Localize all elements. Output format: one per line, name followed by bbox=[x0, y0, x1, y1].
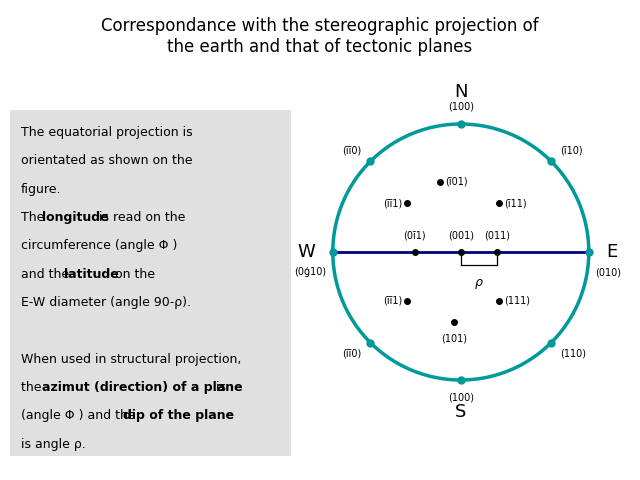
Text: (angle Φ ) and the: (angle Φ ) and the bbox=[21, 409, 140, 422]
Text: The equatorial projection is: The equatorial projection is bbox=[21, 126, 193, 139]
Text: longitude: longitude bbox=[42, 211, 109, 224]
Text: orientated as shown on the: orientated as shown on the bbox=[21, 154, 193, 168]
Text: is: is bbox=[212, 381, 226, 394]
Text: ρ: ρ bbox=[475, 276, 483, 289]
Text: (īī0): (īī0) bbox=[342, 349, 362, 359]
Text: Correspondance with the stereographic projection of: Correspondance with the stereographic pr… bbox=[101, 17, 539, 35]
Text: (101): (101) bbox=[442, 334, 467, 344]
Text: (001): (001) bbox=[448, 230, 474, 240]
Text: (ī01): (ī01) bbox=[445, 177, 468, 187]
Text: (ī11): (ī11) bbox=[504, 198, 527, 208]
Text: (110): (110) bbox=[560, 349, 586, 359]
Text: W: W bbox=[297, 243, 315, 261]
Text: is angle ρ.: is angle ρ. bbox=[21, 438, 86, 451]
Text: the: the bbox=[21, 381, 45, 394]
Text: the earth and that of tectonic planes: the earth and that of tectonic planes bbox=[168, 38, 472, 56]
Text: circumference (angle Φ ): circumference (angle Φ ) bbox=[21, 240, 177, 252]
Text: E: E bbox=[607, 243, 618, 261]
Text: (0ģ10): (0ģ10) bbox=[294, 267, 326, 277]
FancyBboxPatch shape bbox=[10, 110, 291, 456]
Text: (010): (010) bbox=[595, 267, 621, 277]
Text: on the: on the bbox=[111, 268, 155, 281]
Text: When used in structural projection,: When used in structural projection, bbox=[21, 353, 241, 366]
Text: dip of the plane: dip of the plane bbox=[124, 409, 235, 422]
Text: (ī10): (ī10) bbox=[560, 145, 583, 155]
Text: (111): (111) bbox=[504, 296, 531, 306]
Text: S: S bbox=[455, 403, 467, 421]
Text: The: The bbox=[21, 211, 48, 224]
Text: (100): (100) bbox=[448, 101, 474, 111]
Text: (100): (100) bbox=[448, 393, 474, 403]
Text: (0ī1): (0ī1) bbox=[403, 230, 426, 240]
Text: N: N bbox=[454, 83, 468, 101]
Text: (īī1): (īī1) bbox=[383, 198, 402, 208]
Text: and the: and the bbox=[21, 268, 73, 281]
Text: latitude: latitude bbox=[64, 268, 119, 281]
Text: figure.: figure. bbox=[21, 182, 61, 196]
Text: (īī1): (īī1) bbox=[383, 296, 402, 306]
Text: is read on the: is read on the bbox=[95, 211, 186, 224]
Text: (īī0): (īī0) bbox=[342, 145, 362, 155]
Text: azimut (direction) of a plane: azimut (direction) of a plane bbox=[42, 381, 243, 394]
Text: E-W diameter (angle 90-ρ).: E-W diameter (angle 90-ρ). bbox=[21, 296, 191, 309]
Text: (011): (011) bbox=[484, 230, 509, 240]
